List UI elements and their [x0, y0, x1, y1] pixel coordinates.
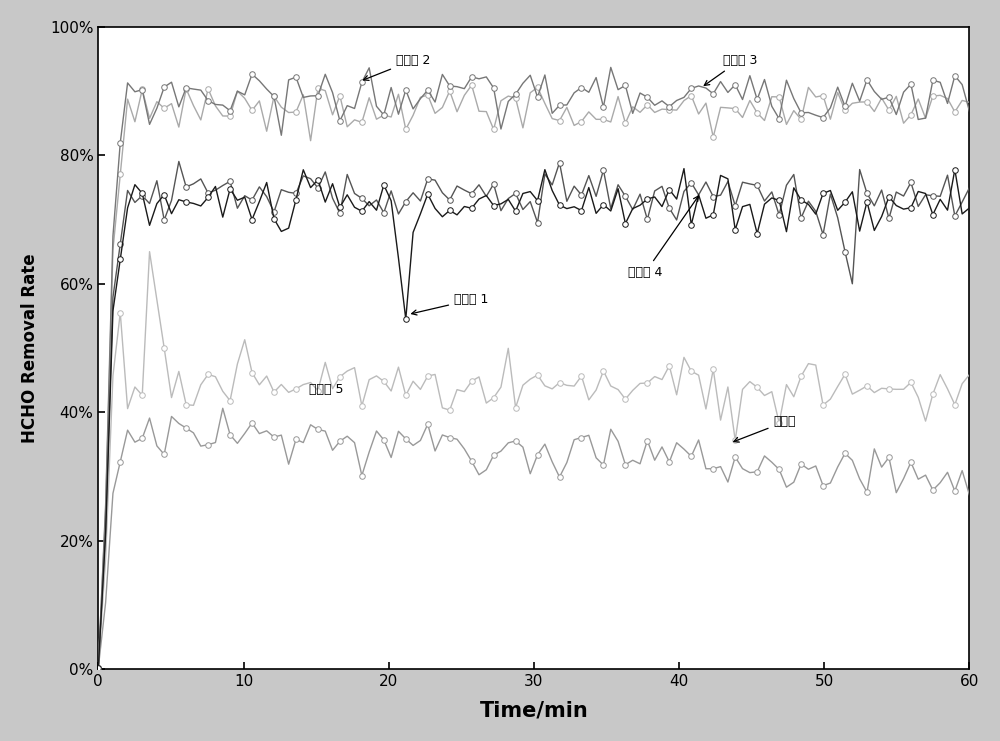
Text: 实施例 1: 实施例 1: [412, 293, 488, 315]
Text: 实施例 2: 实施例 2: [364, 54, 430, 80]
Text: 实施例 3: 实施例 3: [704, 54, 757, 85]
X-axis label: Time/min: Time/min: [480, 700, 588, 720]
Y-axis label: HCHO Removal Rate: HCHO Removal Rate: [21, 253, 39, 443]
Text: 实施例 5: 实施例 5: [309, 383, 343, 396]
Text: 实施例 4: 实施例 4: [628, 196, 698, 279]
Text: 对比例: 对比例: [734, 416, 796, 442]
